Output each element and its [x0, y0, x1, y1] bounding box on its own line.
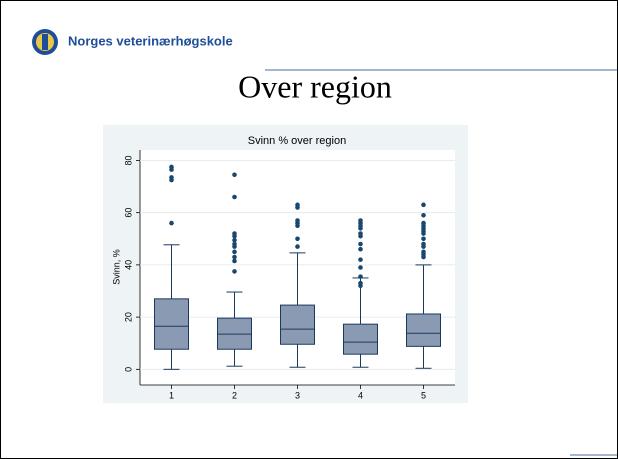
outlier [232, 194, 237, 200]
outlier [232, 172, 237, 178]
outlier [421, 249, 426, 255]
x-tick-label: 2 [232, 390, 237, 400]
box [406, 313, 441, 347]
outlier [232, 237, 237, 243]
outlier [295, 236, 300, 242]
x-tick-label: 3 [295, 390, 300, 400]
outlier [295, 218, 300, 223]
box [280, 304, 315, 345]
box [154, 298, 189, 350]
y-tick-label: 60 [123, 208, 133, 218]
outlier [421, 220, 426, 226]
outlier [232, 231, 237, 236]
y-axis-label: Svinn, % [111, 249, 121, 285]
x-tick-label: 1 [169, 390, 174, 400]
x-tick-label: 4 [358, 390, 363, 400]
y-tick-label: 20 [123, 312, 133, 322]
outlier [169, 164, 174, 170]
outlier [358, 280, 363, 286]
y-tick-label: 0 [123, 367, 133, 372]
outlier [232, 241, 237, 247]
outlier [421, 202, 426, 208]
outlier [358, 231, 363, 236]
chart-title: Svinn % over region [248, 135, 346, 147]
outlier [421, 241, 426, 247]
outlier [232, 269, 237, 274]
outlier [358, 265, 363, 270]
outlier [295, 244, 300, 249]
outlier [358, 246, 363, 252]
outlier [358, 218, 363, 223]
outlier [232, 249, 237, 255]
box [343, 323, 378, 355]
outlier [295, 202, 300, 208]
outlier [358, 241, 363, 247]
y-tick-label: 80 [123, 155, 133, 165]
outlier [232, 254, 237, 260]
institution: Norges veterinærhøgskole [68, 33, 233, 48]
outlier [421, 212, 426, 218]
outlier [421, 236, 426, 242]
y-tick-label: 40 [123, 260, 133, 270]
outlier [358, 274, 363, 279]
outlier [358, 257, 363, 262]
x-tick-label: 5 [421, 390, 426, 400]
outlier [232, 258, 237, 264]
slide-title: Over region [238, 68, 392, 104]
outlier [169, 175, 174, 180]
logo [32, 29, 58, 55]
outlier [169, 220, 174, 226]
